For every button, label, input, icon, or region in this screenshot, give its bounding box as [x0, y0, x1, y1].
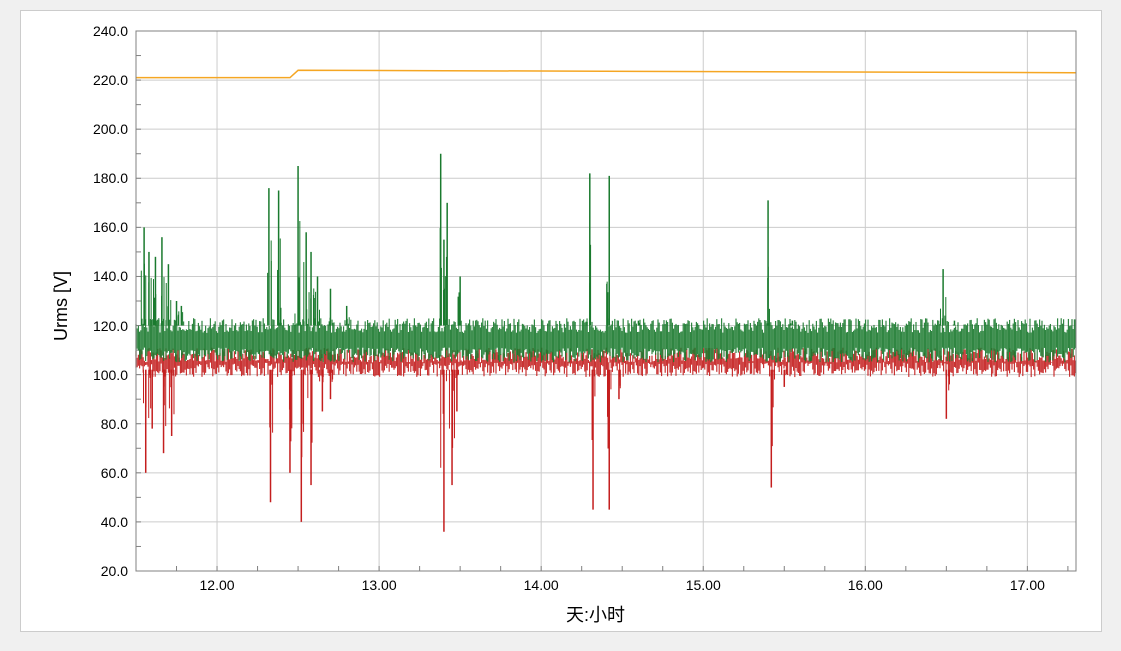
y-tick: 80.0: [101, 416, 128, 432]
y-tick: 200.0: [93, 121, 128, 137]
y-tick: 60.0: [101, 465, 128, 481]
y-tick: 120.0: [93, 318, 128, 334]
x-tick: 14.00: [524, 577, 559, 593]
x-tick: 13.00: [362, 577, 397, 593]
x-tick: 17.00: [1010, 577, 1045, 593]
y-tick: 20.0: [101, 563, 128, 579]
plot-area: [21, 11, 1096, 591]
y-tick: 240.0: [93, 23, 128, 39]
y-axis-label: Urms [V]: [51, 271, 72, 341]
x-axis-label: 天:小时: [566, 601, 625, 627]
y-tick: 100.0: [93, 367, 128, 383]
x-tick: 15.00: [686, 577, 721, 593]
x-tick: 16.00: [848, 577, 883, 593]
x-tick: 12.00: [200, 577, 235, 593]
y-tick: 220.0: [93, 72, 128, 88]
chart-panel: 20.0 40.0 60.0 80.0 100.0 120.0 140.0 160.0 180.…: [20, 10, 1102, 632]
y-tick: 140.0: [93, 268, 128, 284]
y-tick: 160.0: [93, 219, 128, 235]
y-tick: 180.0: [93, 170, 128, 186]
y-tick: 40.0: [101, 514, 128, 530]
